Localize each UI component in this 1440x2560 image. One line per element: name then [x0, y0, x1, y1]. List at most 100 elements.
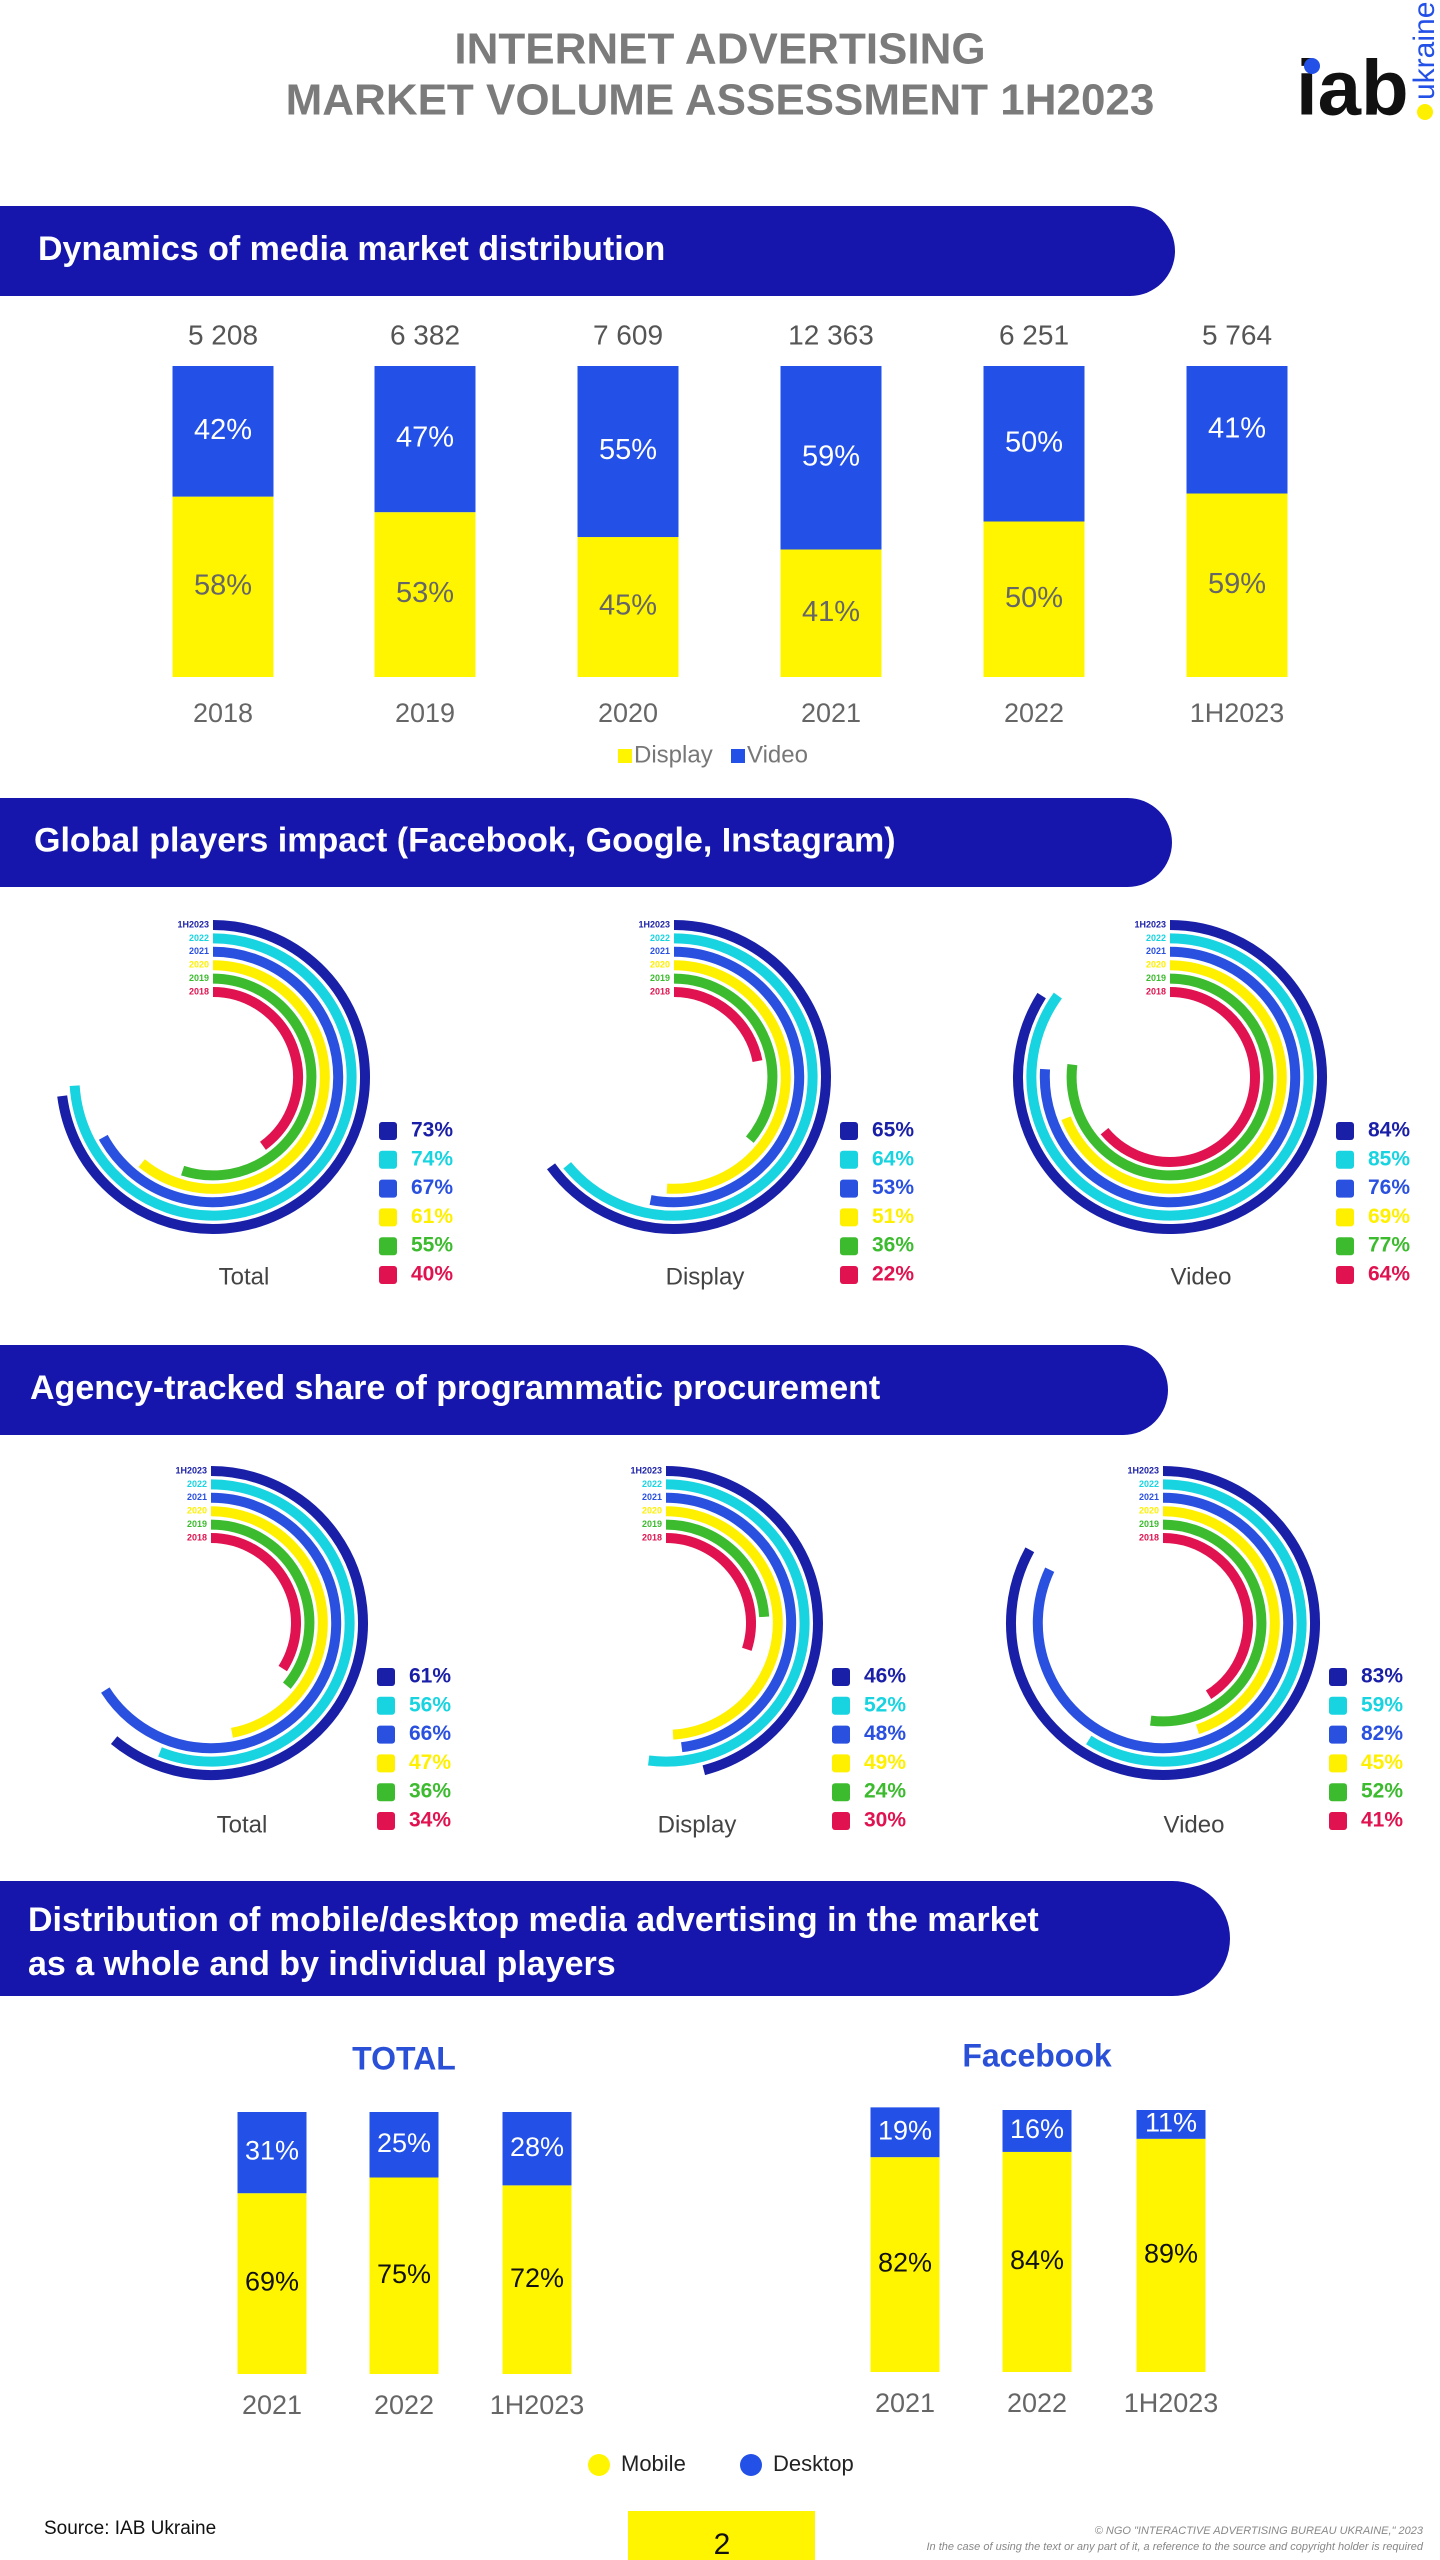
x-tick-label: 2022: [1004, 698, 1064, 728]
ring-arc: [648, 1479, 810, 1767]
legend-swatch: [377, 1725, 395, 1744]
legend-swatch: [377, 1696, 395, 1715]
ring-arc: [665, 1466, 823, 1776]
bar-segment: [1136, 2110, 1206, 2139]
ring-arc: [666, 960, 791, 1194]
legend-value: 34%: [409, 1809, 451, 1832]
legend-swatch: [1336, 1122, 1354, 1140]
bar-segment: [374, 366, 476, 513]
bar-segment: [1186, 493, 1288, 677]
legend-value: 64%: [1368, 1263, 1410, 1286]
ring-arc: [665, 1533, 756, 1651]
bar-label: 59%: [1208, 568, 1266, 600]
bar-segment: [1002, 2151, 1072, 2372]
legend-swatch: [379, 1122, 397, 1140]
ring-label: 2020: [642, 1506, 662, 1516]
x-tick-label: 1H2023: [1190, 698, 1285, 728]
page-number: 2: [714, 2528, 731, 2560]
bar-label: 58%: [194, 569, 252, 601]
source: Source: IAB Ukraine: [44, 2518, 216, 2539]
legend-value: 85%: [1368, 1147, 1410, 1170]
ring-label: 2020: [1139, 1506, 1159, 1516]
ring-arc: [1162, 1533, 1253, 1699]
legend-value: 41%: [1361, 1809, 1403, 1832]
chart-title: Video: [1171, 1263, 1232, 1290]
ring-arc: [101, 1492, 342, 1754]
total-label: 6 382: [390, 319, 460, 350]
ring-label: 2022: [642, 1479, 662, 1489]
legend-value: 66%: [409, 1722, 451, 1745]
ring-arc: [1100, 987, 1260, 1167]
ring-arc: [563, 933, 818, 1221]
ring-label: 2022: [189, 933, 209, 943]
ring-label: 2019: [642, 1519, 662, 1529]
x-tick-label: 2022: [374, 2390, 434, 2420]
ring-arc: [1061, 960, 1287, 1194]
ring-arc: [138, 960, 330, 1194]
ring-arc: [1162, 1506, 1280, 1735]
legend-swatch: [379, 1208, 397, 1227]
ring-arc: [181, 973, 317, 1181]
legend-swatch: [1336, 1266, 1354, 1284]
ring-arc: [1032, 1492, 1294, 1754]
legend-swatch: [1336, 1150, 1354, 1169]
legend-value: 49%: [864, 1751, 906, 1774]
ring-label: 2021: [642, 1492, 662, 1502]
legend-swatch: [832, 1668, 850, 1686]
ring-arc: [546, 920, 831, 1234]
legend-swatch: [379, 1150, 397, 1169]
legend-label: Mobile: [621, 2451, 686, 2476]
ring-arc: [210, 1506, 328, 1738]
legend-swatch: [1329, 1725, 1347, 1744]
bar-segment: [1136, 2138, 1206, 2372]
ring-arc: [673, 987, 763, 1063]
ring-arc: [57, 920, 370, 1234]
bar-segment: [983, 521, 1085, 677]
legend-value: 61%: [409, 1665, 451, 1688]
chart-title: Facebook: [962, 2037, 1112, 2073]
section-banner: [0, 1881, 1230, 1996]
bar-label: 53%: [396, 577, 454, 609]
legend-value: 61%: [411, 1205, 453, 1228]
legend-value: 40%: [411, 1263, 453, 1286]
x-tick-label: 1H2023: [1124, 2388, 1219, 2418]
legend-value: 53%: [872, 1176, 914, 1199]
legend-swatch: [731, 749, 745, 763]
bar-segment: [577, 537, 679, 677]
legend-swatch: [840, 1179, 858, 1198]
x-tick-label: 2021: [801, 698, 861, 728]
legend-swatch: [840, 1122, 858, 1140]
copyright: © NGO "INTERACTIVE ADVERTISING BUREAU UK…: [1095, 2525, 1424, 2537]
legend-value: 36%: [872, 1234, 914, 1257]
legend-value: 55%: [411, 1234, 453, 1257]
ring-label: 2018: [1139, 1532, 1159, 1542]
bar-segment: [1186, 366, 1288, 494]
legend-swatch: [1336, 1237, 1354, 1256]
ring-label: 2018: [189, 986, 209, 996]
legend-value: 24%: [864, 1780, 906, 1803]
ring-arc: [673, 973, 778, 1143]
ring-arc: [69, 933, 357, 1221]
legend-swatch: [1329, 1696, 1347, 1715]
logo-dot: [1304, 58, 1320, 74]
bar-segment: [237, 2193, 307, 2374]
chart-title: TOTAL: [352, 2040, 456, 2076]
title-line: INTERNET ADVERTISING: [454, 25, 985, 74]
bar-segment: [577, 366, 679, 538]
legend-swatch: [1329, 1783, 1347, 1802]
bar-label: 16%: [1010, 2114, 1064, 2144]
legend-swatch: [832, 1783, 850, 1802]
bar-segment: [502, 2112, 572, 2186]
ring-label: 2021: [1146, 946, 1166, 956]
legend-value: 74%: [411, 1147, 453, 1170]
logo: iab: [1296, 44, 1409, 132]
ring-label: 2021: [650, 946, 670, 956]
legend-value: 77%: [1368, 1234, 1410, 1257]
legend-swatch: [379, 1237, 397, 1256]
bar-label: 59%: [802, 440, 860, 472]
legend-label: Display: [634, 741, 713, 768]
bar-label: 69%: [245, 2267, 299, 2297]
ring-arc: [158, 1479, 355, 1767]
